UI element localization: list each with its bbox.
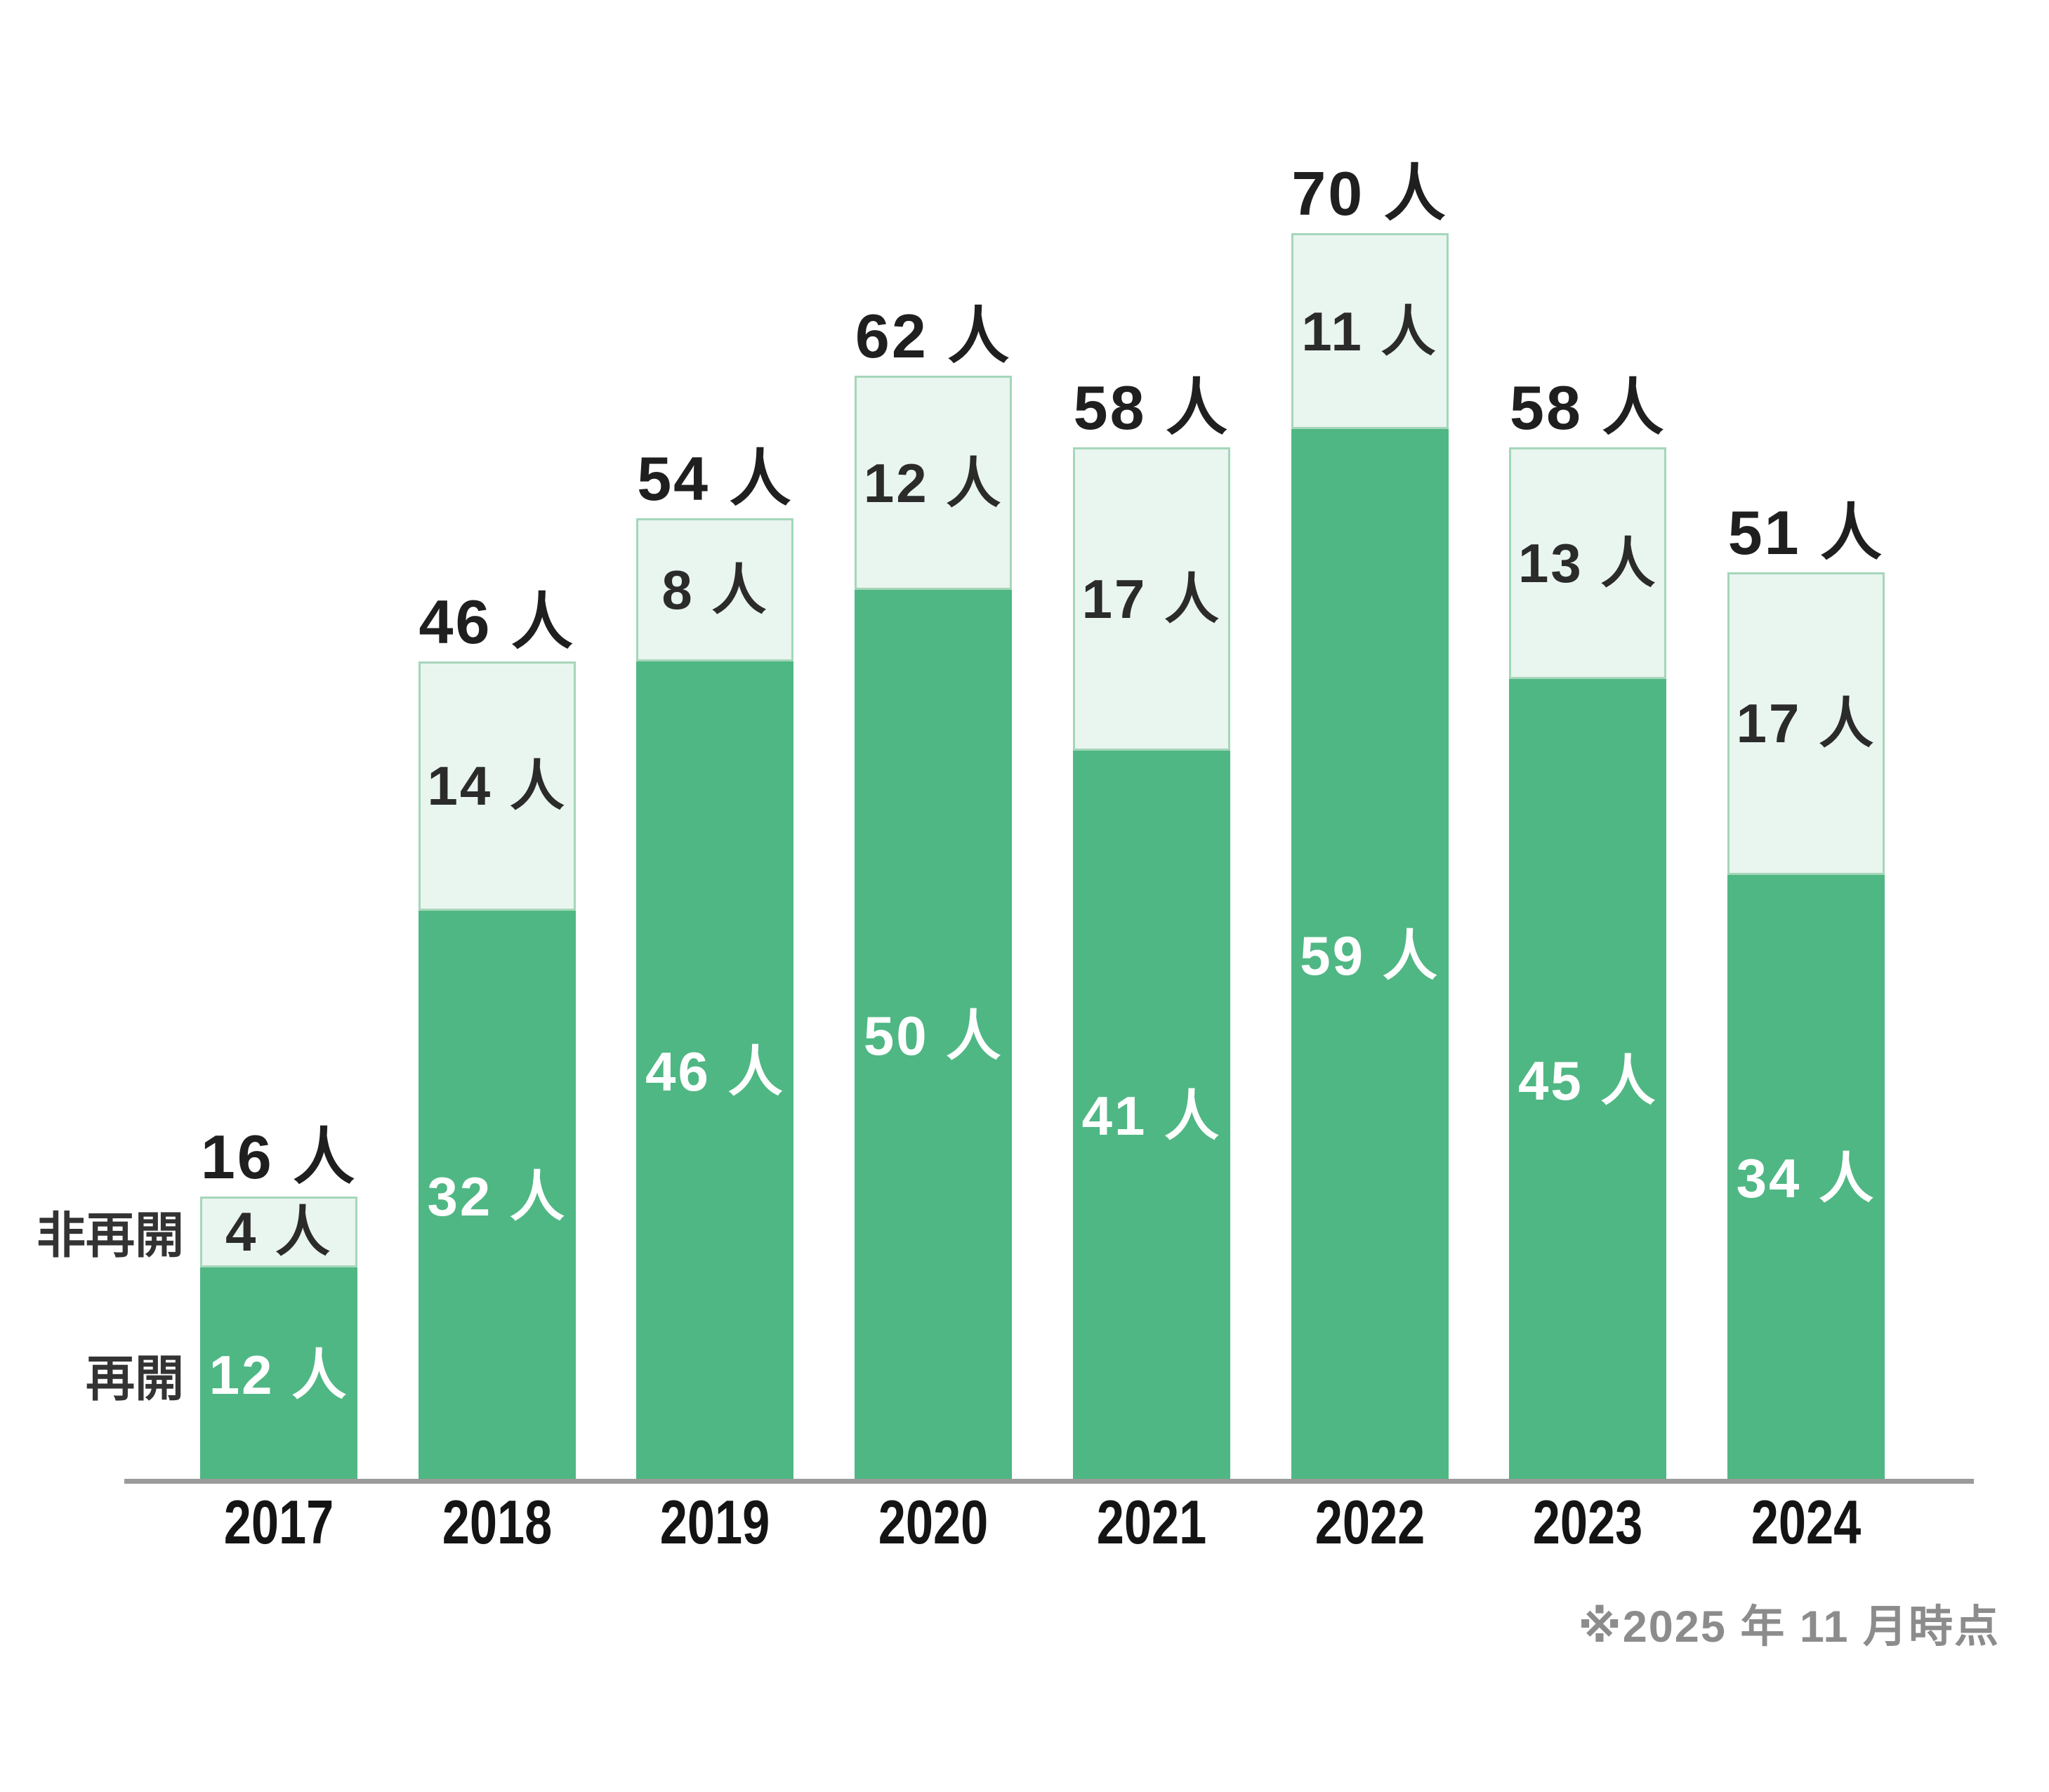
- non-reopened-value-2021: 17 人: [1081, 567, 1222, 630]
- segment-non-reopened-2021: 17 人: [1072, 447, 1230, 751]
- segment-reopened-2022: 59 人: [1291, 429, 1449, 1482]
- x-tick-2020: 2020: [878, 1487, 989, 1557]
- footnote: ※2025 年 11 月時点: [1578, 1602, 2000, 1652]
- x-tick-2022: 2022: [1315, 1487, 1425, 1557]
- reopened-value-2017: 12 人: [209, 1343, 349, 1406]
- segment-reopened-2021: 41 人: [1072, 750, 1230, 1482]
- legend-label-non-reopened: 非再開: [37, 1208, 184, 1263]
- segment-non-reopened-2022: 11 人: [1291, 233, 1449, 430]
- reopened-value-2024: 34 人: [1736, 1147, 1876, 1210]
- segment-non-reopened-2017: 4 人: [200, 1196, 357, 1268]
- segment-non-reopened-2019: 8 人: [636, 518, 794, 661]
- segment-non-reopened-2020: 12 人: [855, 376, 1013, 590]
- segment-reopened-2020: 50 人: [855, 590, 1013, 1482]
- legend-label-reopened: 再開: [86, 1351, 184, 1406]
- segment-reopened-2024: 34 人: [1727, 875, 1885, 1482]
- non-reopened-value-2020: 12 人: [863, 452, 1003, 514]
- non-reopened-value-2017: 4 人: [225, 1201, 333, 1263]
- non-reopened-value-2023: 13 人: [1517, 532, 1658, 594]
- total-label-2020: 62 人: [855, 301, 1012, 371]
- segment-reopened-2023: 45 人: [1509, 679, 1667, 1482]
- total-label-2017: 16 人: [200, 1121, 357, 1192]
- total-label-2019: 54 人: [637, 444, 793, 514]
- total-label-2021: 58 人: [1073, 372, 1230, 442]
- segment-reopened-2017: 12 人: [200, 1267, 357, 1482]
- reopened-value-2018: 32 人: [427, 1165, 567, 1227]
- reopened-value-2020: 50 人: [863, 1005, 1003, 1067]
- total-label-2024: 51 人: [1727, 497, 1885, 567]
- x-tick-2021: 2021: [1096, 1487, 1207, 1557]
- reopened-value-2023: 45 人: [1517, 1049, 1658, 1112]
- x-tick-2019: 2019: [660, 1487, 770, 1557]
- segment-reopened-2018: 32 人: [418, 911, 576, 1482]
- x-tick-2018: 2018: [442, 1487, 552, 1557]
- non-reopened-value-2018: 14 人: [427, 755, 567, 817]
- reopened-value-2019: 46 人: [645, 1040, 785, 1102]
- x-tick-2024: 2024: [1751, 1487, 1862, 1557]
- reopened-value-2021: 41 人: [1081, 1085, 1222, 1147]
- total-label-2018: 46 人: [419, 586, 575, 657]
- x-tick-2023: 2023: [1532, 1487, 1643, 1557]
- x-tick-2017: 2017: [223, 1487, 334, 1557]
- non-reopened-value-2022: 11 人: [1301, 300, 1438, 362]
- x-axis-line: [124, 1479, 1974, 1484]
- non-reopened-value-2024: 17 人: [1736, 692, 1876, 755]
- reopened-value-2022: 59 人: [1300, 924, 1439, 987]
- total-label-2023: 58 人: [1510, 372, 1666, 442]
- segment-reopened-2019: 46 人: [636, 661, 794, 1482]
- total-label-2022: 70 人: [1291, 159, 1448, 228]
- non-reopened-value-2019: 8 人: [661, 558, 769, 621]
- segment-non-reopened-2018: 14 人: [418, 661, 576, 911]
- segment-non-reopened-2023: 13 人: [1509, 447, 1667, 679]
- segment-non-reopened-2024: 17 人: [1727, 572, 1885, 876]
